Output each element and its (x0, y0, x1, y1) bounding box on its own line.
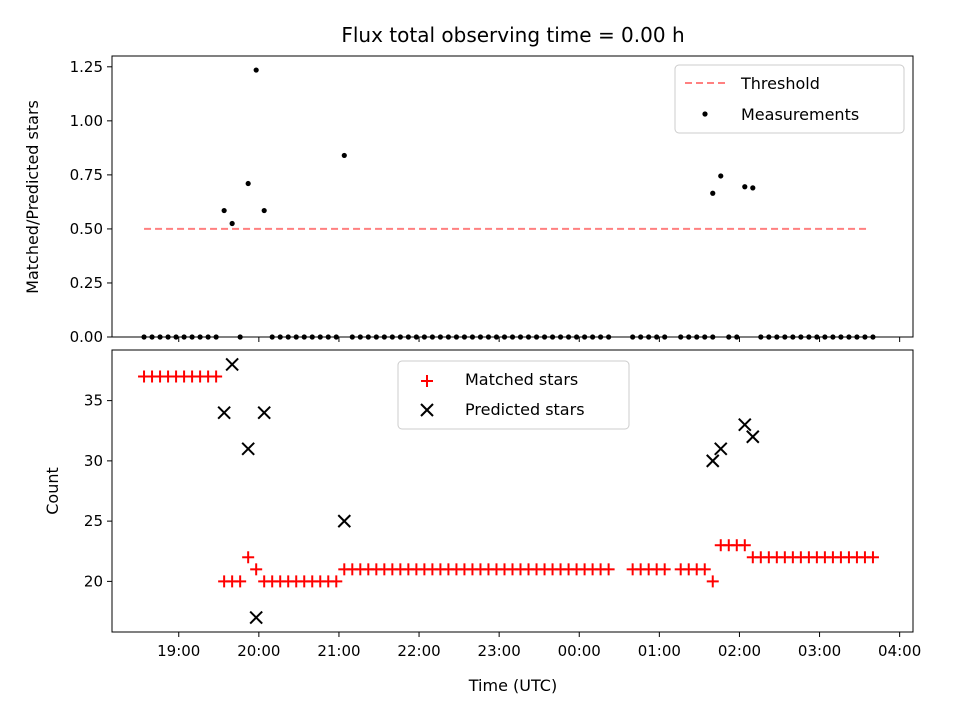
measurement-point (245, 180, 251, 187)
predicted-star-point (746, 430, 760, 444)
predicted-star-point (738, 418, 752, 432)
ratio-y-tick-label: 1.25 (70, 58, 103, 76)
matched-star-point (866, 551, 879, 564)
x-tick-label: 19:00 (157, 642, 200, 660)
matched-star-point (242, 551, 255, 564)
measurement-point (718, 173, 724, 179)
legend-threshold-label: Threshold (740, 74, 820, 93)
ratio-y-axis-label: Matched/Predicted stars (23, 100, 42, 294)
legend-predicted-swatch (420, 403, 434, 417)
count-legend: Matched stars Predicted stars (397, 360, 630, 430)
measurement-point (261, 207, 267, 214)
x-tick-label: 21:00 (317, 642, 360, 660)
predicted-star-point (714, 442, 728, 456)
ratio-y-tick-label: 0.75 (70, 166, 103, 184)
x-axis-label: Time (UTC) (468, 676, 557, 695)
x-tick-label: 03:00 (798, 642, 841, 660)
x-tick-label: 22:00 (397, 642, 440, 660)
measurement-point (229, 220, 235, 227)
predicted-star-point (257, 405, 271, 420)
matched-star-point (658, 563, 671, 576)
ratio-axes-frame (111, 55, 914, 338)
count-y-tick-label: 25 (84, 512, 103, 530)
predicted-star-point (241, 442, 255, 456)
matched-star-point (250, 563, 263, 576)
matched-star-point (210, 370, 223, 383)
x-tick-label: 20:00 (237, 642, 280, 660)
matched-star-point (330, 575, 343, 588)
predicted-star-point (217, 405, 231, 420)
count-y-tick-label: 35 (84, 392, 103, 410)
ratio-y-tick-label: 0.50 (70, 220, 103, 238)
measurement-point (750, 185, 756, 191)
count-panel: 20 25 30 35 19:00 20:00 21:00 22:00 23:00 00:00 0… (43, 349, 921, 695)
legend-matched-label: Matched stars (465, 370, 578, 389)
measurement-point (742, 184, 748, 190)
x-tick-label: 01:00 (638, 642, 681, 660)
matched-star-point (706, 575, 719, 588)
predicted-star-point (337, 514, 351, 528)
legend-matched-swatch (421, 375, 433, 387)
ratio-panel: 0.00 0.25 0.50 0.75 1.00 1.25 Matched/Predict… (23, 55, 914, 346)
x-tick-label: 02:00 (718, 642, 761, 660)
predicted-star-point (249, 610, 263, 625)
legend-measurements-swatch (702, 111, 708, 117)
ratio-y-tick-label: 0.00 (70, 328, 103, 346)
measurement-point (710, 190, 716, 196)
ratio-y-tick-label: 0.25 (70, 274, 103, 292)
count-y-tick-label: 20 (84, 572, 103, 590)
count-y-tick-label: 30 (84, 452, 103, 470)
measurement-point (253, 67, 259, 73)
x-tick-label: 00:00 (558, 642, 601, 660)
x-tick-label: 23:00 (478, 642, 521, 660)
predicted-star-point (225, 357, 239, 372)
legend-measurements-label: Measurements (741, 105, 859, 124)
count-y-axis-label: Count (43, 467, 62, 515)
matched-star-point (234, 575, 247, 588)
measurement-point (221, 207, 227, 214)
x-tick-label: 04:00 (878, 642, 921, 660)
count-axes-frame (111, 349, 914, 633)
measurement-point (341, 152, 347, 159)
ratio-y-tick-label: 1.00 (70, 112, 103, 130)
matched-star-point (698, 563, 711, 576)
chart-title: Flux total observing time = 0.00 h (341, 23, 684, 47)
legend-predicted-label: Predicted stars (465, 400, 585, 419)
predicted-star-point (706, 454, 720, 468)
ratio-legend: Threshold Measurements (674, 64, 905, 134)
matched-star-point (602, 563, 615, 576)
matched-star-point (738, 539, 751, 552)
